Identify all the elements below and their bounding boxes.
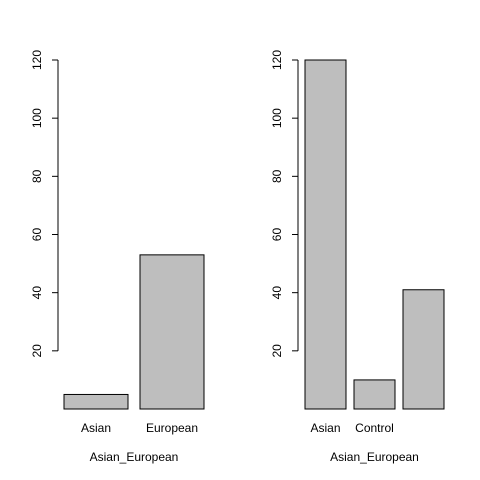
y-tick-label-1: 40 (30, 286, 44, 300)
category-label-1: European (146, 421, 198, 435)
x-axis-title: Asian_European (90, 450, 179, 464)
y-tick-label-5: 120 (30, 50, 44, 70)
category-label-0: Asian (310, 421, 340, 435)
y-tick-label-5: 120 (270, 50, 284, 70)
right-bar-chart-panel: Asian Control 20 40 60 80 100 120 Asian_European (270, 50, 445, 464)
bar-0 (63, 393, 129, 410)
x-axis-title: Asian_European (330, 450, 419, 464)
bar-1 (353, 379, 396, 410)
y-tick-label-0: 20 (30, 344, 44, 358)
category-label-0: Asian (81, 421, 111, 435)
y-tick-label-3: 80 (270, 169, 284, 183)
y-tick-label-4: 100 (30, 108, 44, 128)
y-tick-label-2: 60 (270, 228, 284, 242)
bar-1 (139, 254, 205, 410)
bar-0 (304, 59, 347, 410)
y-tick-label-3: 80 (30, 169, 44, 183)
y-tick-label-1: 40 (270, 286, 284, 300)
left-bar-chart-panel: Asian European 20 40 60 80 100 120 Asian_Europea… (30, 50, 205, 464)
bar-2 (402, 289, 445, 410)
y-tick-label-4: 100 (270, 108, 284, 128)
category-label-1: Control (355, 421, 394, 435)
y-tick-label-0: 20 (270, 344, 284, 358)
y-tick-label-2: 60 (30, 228, 44, 242)
